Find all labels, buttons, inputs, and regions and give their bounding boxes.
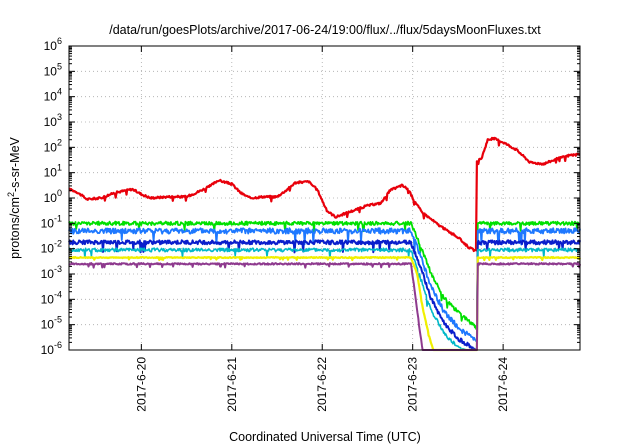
series-line — [68, 220, 581, 330]
series-line — [68, 136, 581, 253]
x-tick-label: 2017-6-21 — [225, 357, 239, 412]
y-tick-label-base: 10 — [44, 166, 58, 180]
y-tick-label-base: 10 — [41, 216, 55, 230]
y-tick-label-base: 10 — [41, 267, 55, 281]
y-axis-label-suffix: -s-sr-MeV — [8, 136, 22, 192]
y-axis-label-prefix: protons/cm — [8, 197, 22, 259]
y-tick-label-exponent: -3 — [54, 264, 62, 274]
y-tick-label-base: 10 — [41, 318, 55, 332]
y-tick-label-exponent: 4 — [57, 87, 62, 97]
x-tick-label: 2017-6-22 — [315, 357, 329, 412]
y-tick-label-base: 10 — [44, 191, 58, 205]
y-tick-label: 103 — [44, 112, 62, 129]
y-tick-label-base: 10 — [44, 115, 58, 129]
series-line — [68, 227, 581, 343]
series-line — [68, 247, 581, 351]
y-tick-label-exponent: 0 — [57, 188, 62, 198]
y-tick-label: 101 — [44, 163, 62, 180]
y-tick-label-exponent: 3 — [57, 112, 62, 122]
series-line — [68, 239, 581, 351]
y-tick-label: 10-2 — [41, 239, 62, 256]
y-tick-label-exponent: -2 — [54, 239, 62, 249]
axis-ticks: 10-610-510-410-310-210-11001011021031041… — [41, 36, 580, 412]
y-tick-label: 100 — [44, 188, 62, 205]
x-tick-label: 2017-6-20 — [134, 357, 148, 412]
y-tick-label-exponent: -5 — [54, 315, 62, 325]
series-line — [68, 262, 581, 351]
y-tick-label: 102 — [44, 137, 62, 154]
y-tick-label-base: 10 — [44, 64, 58, 78]
grid — [69, 46, 580, 350]
y-tick-label-exponent: -1 — [54, 213, 62, 223]
x-tick-label: 2017-6-24 — [496, 357, 510, 412]
x-axis-label: Coordinated Universal Time (UTC) — [229, 430, 421, 444]
y-tick-label-base: 10 — [41, 343, 55, 357]
y-tick-label: 10-5 — [41, 315, 62, 332]
y-tick-label-base: 10 — [41, 292, 55, 306]
y-tick-label: 105 — [44, 61, 62, 78]
y-axis-label: protons/cm2-s-sr-MeV — [6, 136, 22, 258]
y-tick-label-exponent: -4 — [54, 289, 62, 299]
y-tick-label-exponent: -6 — [54, 340, 62, 350]
y-tick-label: 10-3 — [41, 264, 62, 281]
y-tick-label: 106 — [44, 36, 62, 53]
y-tick-label: 10-6 — [41, 340, 62, 357]
series-group — [68, 136, 581, 352]
series-line — [68, 255, 581, 352]
y-tick-label-exponent: 2 — [57, 137, 62, 147]
y-axis-label-sup: 2 — [6, 192, 16, 197]
y-tick-label-base: 10 — [41, 242, 55, 256]
y-tick-label-base: 10 — [44, 39, 58, 53]
y-tick-label-exponent: 6 — [57, 36, 62, 46]
y-tick-label: 10-1 — [41, 213, 62, 230]
x-tick-label: 2017-6-23 — [406, 357, 420, 412]
y-tick-label-exponent: 1 — [57, 163, 62, 173]
chart-title: /data/run/goesPlots/archive/2017-06-24/1… — [109, 23, 541, 37]
y-tick-label-base: 10 — [44, 140, 58, 154]
y-tick-label-exponent: 5 — [57, 61, 62, 71]
y-tick-label: 104 — [44, 87, 62, 104]
y-tick-label-base: 10 — [44, 90, 58, 104]
y-tick-label: 10-4 — [41, 289, 62, 306]
